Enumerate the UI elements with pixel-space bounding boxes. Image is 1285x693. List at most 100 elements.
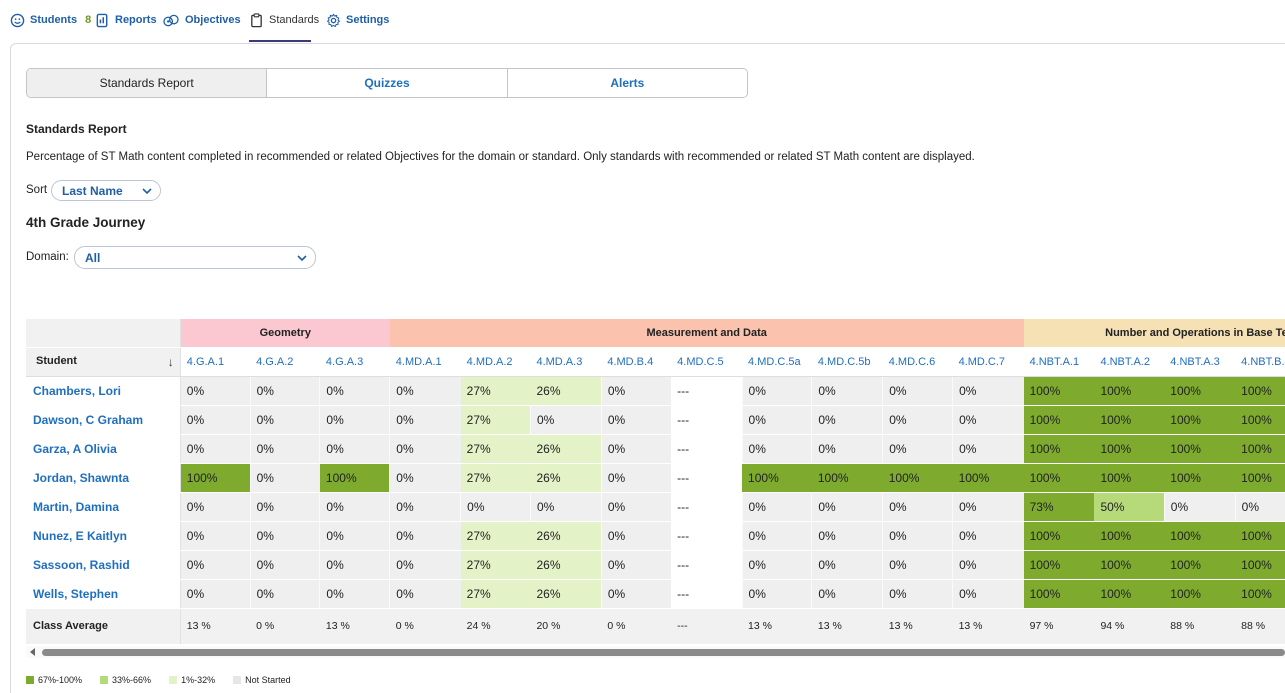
score-cell: 0% xyxy=(811,434,883,464)
standard-header[interactable]: 4.NBT.A.2 xyxy=(1094,347,1165,377)
standard-header[interactable]: 4.MD.B.4 xyxy=(601,347,672,377)
description: Percentage of ST Math content completed … xyxy=(26,151,975,163)
domain-select[interactable]: All xyxy=(74,246,316,269)
score-cell: 0% xyxy=(319,579,390,609)
score-cell: 100% xyxy=(1164,550,1236,580)
student-column-header[interactable]: Student ↓ xyxy=(26,347,181,377)
score-cell: 0% xyxy=(882,405,953,435)
score-cell: 100% xyxy=(1023,550,1095,580)
score-cell: 100% xyxy=(1235,463,1285,493)
student-name-link[interactable]: Dawson, C Graham xyxy=(26,405,181,435)
score-cell: 0% xyxy=(600,405,672,435)
score-cell: 0% xyxy=(179,550,251,580)
sort-arrow-icon[interactable]: ↓ xyxy=(167,354,174,369)
score-cell: 0% xyxy=(882,492,953,522)
legend-label: 67%-100% xyxy=(38,675,83,685)
score-cell: 100% xyxy=(180,463,251,493)
standard-header[interactable]: 4.MD.C.6 xyxy=(882,347,953,377)
nav-standards-label: Standards xyxy=(269,14,320,26)
nav-students[interactable]: Students 8 xyxy=(10,10,91,30)
score-cell: 0% xyxy=(389,550,461,580)
scrollbar-thumb[interactable] xyxy=(42,649,1285,656)
standard-header[interactable]: 4.MD.C.5a xyxy=(742,347,812,377)
legend-label: 1%-32% xyxy=(181,675,216,685)
score-cell: 0% xyxy=(882,550,953,580)
score-cell: 0% xyxy=(389,521,461,551)
standard-header[interactable]: 4.G.A.2 xyxy=(250,347,320,377)
objectives-icon xyxy=(163,14,179,26)
standards-table: Geometry Measurement and Data Number and… xyxy=(26,319,1285,645)
score-cell: 26% xyxy=(530,521,602,551)
table-row: Martin, Damina 0% 0% 0% 0% 0% 0% 0% --- 0% 0% 0% 0% 7… xyxy=(26,492,1285,522)
score-cell: --- xyxy=(671,492,743,522)
standard-header[interactable]: 4.MD.C.7 xyxy=(952,347,1024,377)
student-name-link[interactable]: Wells, Stephen xyxy=(26,579,181,609)
standard-header[interactable]: 4.MD.C.5b xyxy=(811,347,883,377)
student-name-link[interactable]: Chambers, Lori xyxy=(26,376,181,406)
sort-value: Last Name xyxy=(62,184,123,198)
standard-header[interactable]: 4.MD.A.3 xyxy=(530,347,602,377)
score-cell: 0% xyxy=(952,376,1024,406)
average-cell: 20 % xyxy=(530,608,602,645)
tab-quizzes[interactable]: Quizzes xyxy=(266,69,507,97)
average-cell: 97 % xyxy=(1023,608,1095,645)
scroll-left-arrow-icon[interactable] xyxy=(30,648,35,656)
nav-standards[interactable]: Standards xyxy=(249,10,319,30)
score-cell: 100% xyxy=(1164,463,1236,493)
standard-header[interactable]: 4.G.A.3 xyxy=(319,347,390,377)
score-cell: 27% xyxy=(460,579,531,609)
smiley-icon xyxy=(10,13,25,27)
score-cell: 100% xyxy=(1235,579,1285,609)
score-cell: 0% xyxy=(1163,492,1236,522)
domain-header-geometry: Geometry xyxy=(180,319,390,348)
tab-standards-report[interactable]: Standards Report xyxy=(27,69,267,97)
average-cell: 13 % xyxy=(811,608,883,645)
standard-header[interactable]: 4.NBT.A.1 xyxy=(1023,347,1095,377)
average-cell: 13 % xyxy=(882,608,953,645)
legend-swatch xyxy=(100,676,109,684)
score-cell: 0% xyxy=(389,405,461,435)
standard-header[interactable]: 4.MD.A.2 xyxy=(460,347,531,377)
standard-header[interactable]: 4.MD.C.5 xyxy=(671,347,743,377)
standard-header[interactable]: 4.NBT.B.4 xyxy=(1235,347,1285,377)
score-cell: --- xyxy=(671,376,743,406)
student-name-link[interactable]: Sassoon, Rashid xyxy=(26,550,181,580)
table-row: Dawson, C Graham 0% 0% 0% 0% 27% 0% 0% --- 0% 0% 0%… xyxy=(26,405,1285,435)
score-cell: 100% xyxy=(1023,376,1095,406)
score-cell: 0% xyxy=(741,492,812,522)
standard-header[interactable]: 4.NBT.A.3 xyxy=(1164,347,1236,377)
nav-objectives[interactable]: Objectives xyxy=(162,10,241,30)
score-cell: 0% xyxy=(249,492,320,522)
student-name-link[interactable]: Nunez, E Kaitlyn xyxy=(26,521,181,551)
student-name-link[interactable]: Garza, A Olivia xyxy=(26,434,181,464)
score-cell: --- xyxy=(671,463,743,493)
student-name-link[interactable]: Martin, Damina xyxy=(26,492,181,522)
score-cell: 0% xyxy=(952,492,1024,522)
nav-reports[interactable]: Reports xyxy=(95,10,157,30)
legend-swatch xyxy=(169,676,178,684)
score-cell: --- xyxy=(671,579,743,609)
horizontal-scrollbar[interactable] xyxy=(26,646,1285,658)
standard-header[interactable]: 4.MD.A.1 xyxy=(389,347,461,377)
legend-item: 1%-32% xyxy=(169,675,215,685)
chevron-down-icon xyxy=(297,255,307,262)
student-name-link[interactable]: Jordan, Shawnta xyxy=(26,463,181,493)
score-cell: 0% xyxy=(811,405,883,435)
score-cell: 26% xyxy=(530,463,602,493)
score-cell: 0% xyxy=(600,550,672,580)
score-cell: 0% xyxy=(179,492,251,522)
domain-label: Domain: xyxy=(26,251,69,263)
score-cell: 0% xyxy=(1234,492,1285,522)
score-cell: 0% xyxy=(319,550,390,580)
domain-header-blank xyxy=(26,319,181,348)
nav-settings[interactable]: Settings xyxy=(326,10,389,30)
score-cell: 0% xyxy=(249,521,320,551)
average-cell: 13 % xyxy=(742,608,812,645)
standard-header[interactable]: 4.G.A.1 xyxy=(180,347,251,377)
legend-label: 33%-66% xyxy=(112,675,152,685)
chevron-down-icon xyxy=(142,188,152,195)
tab-alerts[interactable]: Alerts xyxy=(506,69,747,97)
score-cell: 0% xyxy=(600,463,672,493)
score-cell: 73% xyxy=(1023,492,1095,522)
sort-select[interactable]: Last Name xyxy=(51,180,161,201)
